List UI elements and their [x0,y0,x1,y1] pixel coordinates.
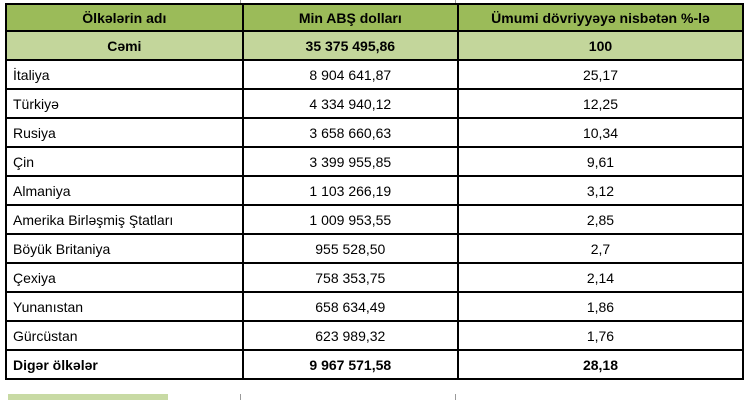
cell-percent: 100 [456,30,744,61]
cell-name: Yunanıstan [5,291,244,322]
table-header: Ölkələrin adı Min ABŞ dolları Ümumi dövr… [5,3,744,32]
bottom-green-cell-sliver [8,394,168,400]
cell-name: Türkiyə [5,88,244,119]
cell-percent: 2,7 [456,233,744,264]
column-header-percent: Ümumi dövriyyəyə nisbətən %-lə [456,3,744,32]
table-row-country: Türkiyə 4 334 940,12 12,25 [5,88,744,119]
table-body: Cəmi 35 375 495,86 100 İtaliya 8 904 641,87 2… [5,30,744,380]
cell-percent: 3,12 [456,175,744,206]
table-row-country: Yunanıstan 658 634,49 1,86 [5,291,744,322]
bottom-cutoff-row-sliver [5,394,738,400]
cell-percent: 12,25 [456,88,744,119]
column-header-country: Ölkələrin adı [5,3,244,32]
cell-percent: 1,76 [456,320,744,351]
cell-amount: 35 375 495,86 [241,30,459,61]
table-row-country: Çin 3 399 955,85 9,61 [5,146,744,177]
header-row: Ölkələrin adı Min ABŞ dolları Ümumi dövr… [5,3,744,32]
cell-percent: 25,17 [456,59,744,90]
top-cutoff-row-sliver [5,0,738,3]
cell-name: Digər ölkələr [5,349,244,380]
cell-name: Almaniya [5,175,244,206]
cell-amount: 758 353,75 [241,262,459,293]
cell-amount: 955 528,50 [241,233,459,264]
cell-amount: 1 009 953,55 [241,204,459,235]
cell-percent: 2,14 [456,262,744,293]
cell-name: Çexiya [5,262,244,293]
column-divider [240,394,241,400]
cell-amount: 3 399 955,85 [241,146,459,177]
cell-percent: 1,86 [456,291,744,322]
cell-amount: 1 103 266,19 [241,175,459,206]
cell-percent: 28,18 [456,349,744,380]
cell-amount: 3 658 660,63 [241,117,459,148]
table-row-total: Cəmi 35 375 495,86 100 [5,30,744,61]
cell-amount: 4 334 940,12 [241,88,459,119]
cell-name: Amerika Birləşmiş Ştatları [5,204,244,235]
cell-amount: 8 904 641,87 [241,59,459,90]
cell-name: Cəmi [5,30,244,61]
cell-amount: 658 634,49 [241,291,459,322]
table-row-footer: Digər ölkələr 9 967 571,58 28,18 [5,349,744,380]
column-divider [455,394,456,400]
table-row-country: Almaniya 1 103 266,19 3,12 [5,175,744,206]
cell-name: Rusiya [5,117,244,148]
cell-name: İtaliya [5,59,244,90]
cell-percent: 9,61 [456,146,744,177]
cell-amount: 9 967 571,58 [241,349,459,380]
table-row-country: Böyük Britaniya 955 528,50 2,7 [5,233,744,264]
cell-name: Böyük Britaniya [5,233,244,264]
table-row-country: Amerika Birləşmiş Ştatları 1 009 953,55 2,… [5,204,744,235]
column-divider [240,0,241,3]
countries-table: Ölkələrin adı Min ABŞ dolları Ümumi dövr… [5,3,744,380]
table-row-country: Gürcüstan 623 989,32 1,76 [5,320,744,351]
cell-amount: 623 989,32 [241,320,459,351]
table-row-country: Çexiya 758 353,75 2,14 [5,262,744,293]
table-row-country: Rusiya 3 658 660,63 10,34 [5,117,744,148]
column-header-amount: Min ABŞ dolları [241,3,459,32]
cell-name: Çin [5,146,244,177]
table-row-country: İtaliya 8 904 641,87 25,17 [5,59,744,90]
cell-percent: 2,85 [456,204,744,235]
cell-name: Gürcüstan [5,320,244,351]
column-divider [455,0,456,3]
cell-percent: 10,34 [456,117,744,148]
